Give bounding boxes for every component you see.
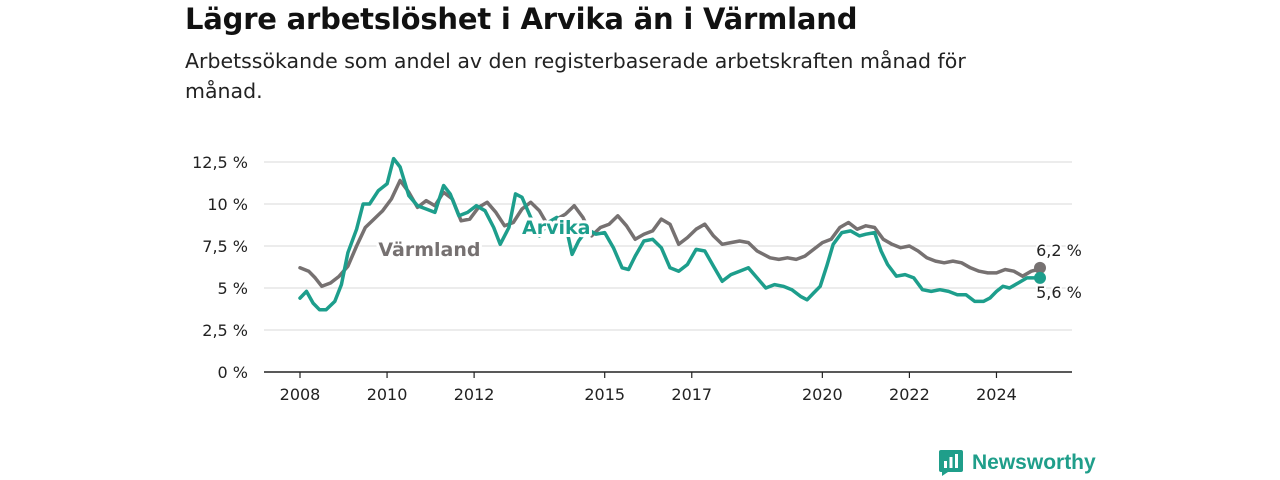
x-tick-label: 2024 [976,385,1017,404]
series-labels: Värmland Arvika 6,2 % 5,6 % [375,214,1084,304]
end-value-label-arvika: 5,6 % [1036,283,1082,302]
series-label-värmland: Värmland [378,239,480,261]
x-tick-label: 2017 [671,385,712,404]
x-tick-label: 2020 [802,385,843,404]
brand-name: Newsworthy [972,451,1096,474]
x-tick-label: 2012 [454,385,495,404]
series-lines [298,156,1046,312]
chart-subtitle: Arbetssökande som andel av den registerb… [185,49,966,103]
y-tick-label: 2,5 % [202,321,248,340]
chart-title: Lägre arbetslöshet i Arvika än i Värmlan… [185,2,858,36]
x-tick-label: 2022 [889,385,930,404]
y-tick-label: 12,5 % [192,153,248,172]
y-axis-tick-labels: 0 % 2,5 % 5 % 7,5 % 10 % 12,5 % [192,153,248,382]
end-value-label-värmland: 6,2 % [1036,241,1082,260]
y-tick-label: 0 % [218,363,248,382]
series-label-arvika: Arvika [522,217,590,239]
x-tick-label: 2010 [367,385,408,404]
x-tick-label: 2015 [584,385,625,404]
series-line-arvika [298,156,1042,312]
y-tick-label: 7,5 % [202,237,248,256]
y-tick-label: 5 % [218,279,248,298]
series-end-point-arvika [1034,271,1046,284]
series-end-point-värmland [1034,261,1046,274]
bar-chart-logo-icon [939,450,963,476]
y-tick-label: 10 % [207,195,248,214]
grid-lines [264,161,1072,331]
brand-logo[interactable]: Newsworthy [938,449,1096,477]
x-tick-label: 2008 [280,385,321,404]
x-axis: 2008 2010 2012 2015 2017 2020 2022 2024 [264,371,1072,404]
